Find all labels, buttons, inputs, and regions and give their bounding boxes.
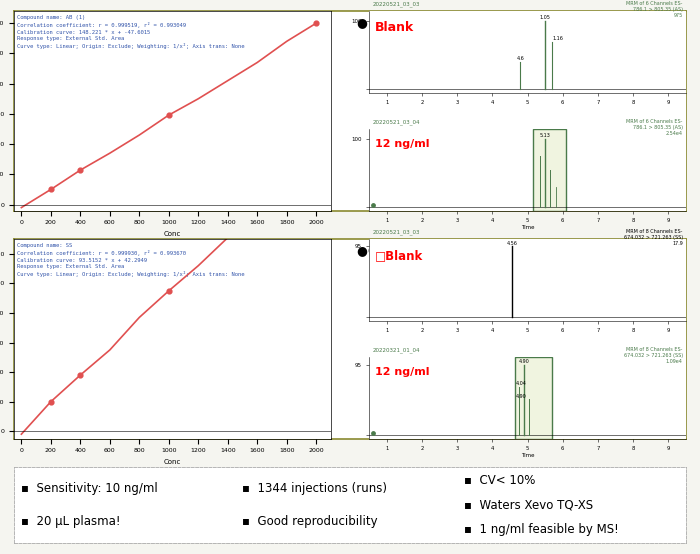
X-axis label: Time: Time	[521, 224, 534, 229]
Point	[46, 397, 57, 406]
Point	[367, 428, 378, 437]
Text: ▪  20 μL plasma!: ▪ 20 μL plasma!	[21, 515, 120, 528]
Text: 1.16: 1.16	[553, 36, 564, 41]
Point	[75, 371, 86, 379]
Point	[75, 166, 86, 175]
Text: MRM of 6 Channels ES-
786.1 > 805.35 (AS)
975: MRM of 6 Channels ES- 786.1 > 805.35 (AS…	[626, 1, 682, 18]
Text: 10 ng/ml: 10 ng/ml	[542, 245, 603, 258]
Text: SS: SS	[139, 245, 157, 258]
Point	[367, 201, 378, 209]
Text: ● Compound AsiRNA-AS: ● Compound AsiRNA-AS	[357, 17, 513, 30]
Text: ▪  1 ng/ml feasible by MS!: ▪ 1 ng/ml feasible by MS!	[464, 523, 619, 536]
Text: □Blank: □Blank	[375, 249, 424, 262]
X-axis label: Conc: Conc	[164, 459, 181, 465]
Text: linearity: linearity	[158, 245, 218, 258]
Text: ▪  1344 injections (runs): ▪ 1344 injections (runs)	[242, 482, 388, 495]
Text: ●Compound A-siRNA-: ●Compound A-siRNA-	[27, 245, 172, 258]
Text: 5.13: 5.13	[540, 134, 551, 138]
Text: 4.90: 4.90	[519, 359, 529, 364]
Text: 20220321_01_04: 20220321_01_04	[372, 347, 420, 353]
Text: 4.90: 4.90	[516, 394, 527, 399]
Text: 20220521_03_03: 20220521_03_03	[372, 229, 420, 235]
Text: 4.56: 4.56	[507, 241, 517, 246]
Point	[163, 111, 174, 120]
Bar	[515, 357, 552, 439]
Text: 10 ng/ml: 10 ng/ml	[542, 17, 603, 30]
Text: 12 ng/ml: 12 ng/ml	[375, 139, 430, 149]
Text: ▪  Good reproducibility: ▪ Good reproducibility	[242, 515, 378, 528]
Point	[311, 146, 322, 155]
Text: 12 ng/ml: 12 ng/ml	[375, 367, 430, 377]
Text: 20220521_03_04: 20220521_03_04	[372, 120, 420, 125]
Text: 4.04: 4.04	[516, 381, 527, 386]
Text: Compound name: AB (1)
Correlation coefficient: r = 0.999519, r² = 0.993049
Calib: Compound name: AB (1) Correlation coeffi…	[18, 15, 245, 49]
Point	[163, 286, 174, 295]
Text: ●Compound A-siRNA-: ●Compound A-siRNA-	[27, 17, 172, 30]
Text: 20220521_03_03: 20220521_03_03	[372, 1, 420, 7]
Text: Compound name: SS
Correlation coefficient: r = 0.999930, r² = 0.993670
Calibrati: Compound name: SS Correlation coefficien…	[18, 243, 245, 278]
Point	[46, 185, 57, 194]
Text: ●Compound A siRNA-SS: ●Compound A siRNA-SS	[357, 245, 512, 258]
Point	[252, 204, 263, 213]
Text: MRM of 8 Channels ES-
674.032 > 721.263 (SS)
1.09e4: MRM of 8 Channels ES- 674.032 > 721.263 …	[624, 347, 682, 364]
Point	[311, 19, 322, 28]
Text: ▪  Sensitivity: 10 ng/ml: ▪ Sensitivity: 10 ng/ml	[21, 482, 158, 495]
Text: 1.05: 1.05	[540, 15, 551, 20]
Text: AS: AS	[139, 17, 158, 30]
Text: MRM of 6 Channels ES-
786.1 > 805.35 (AS)
2.54e4: MRM of 6 Channels ES- 786.1 > 805.35 (AS…	[626, 120, 682, 136]
Text: Blank: Blank	[375, 21, 414, 34]
X-axis label: Conc: Conc	[164, 231, 181, 237]
X-axis label: Time: Time	[521, 453, 534, 458]
Text: linearity: linearity	[158, 17, 218, 30]
Text: MRM of 8 Channels ES-
674.032 > 721.263 (SS)
17.9: MRM of 8 Channels ES- 674.032 > 721.263 …	[624, 229, 682, 246]
Text: ▪  CV< 10%: ▪ CV< 10%	[464, 474, 536, 488]
Text: ▪  Waters Xevo TQ-XS: ▪ Waters Xevo TQ-XS	[464, 499, 594, 511]
Text: 4.6: 4.6	[517, 56, 524, 61]
Bar	[533, 129, 566, 211]
